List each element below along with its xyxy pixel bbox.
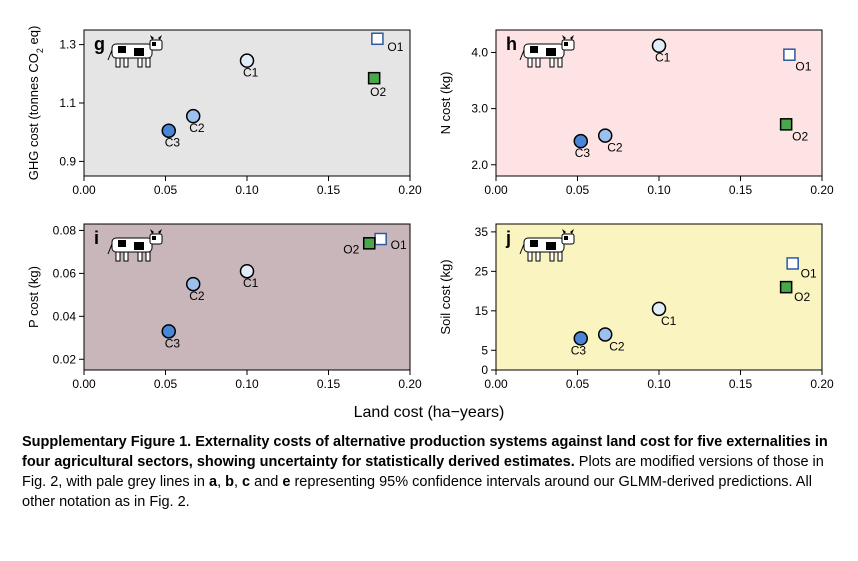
- x-axis-label: Land cost (ha−years): [22, 404, 836, 422]
- data-point-label: O2: [794, 290, 810, 304]
- data-point-label: O2: [370, 85, 386, 99]
- panel-letter: g: [94, 34, 105, 54]
- data-point-label: C3: [165, 336, 181, 350]
- data-point-label: C3: [575, 146, 591, 160]
- data-point-label: O1: [801, 266, 817, 280]
- x-tick-label: 0.00: [484, 183, 508, 197]
- data-point-label: C2: [607, 141, 623, 155]
- caption-letter-a: a: [209, 474, 217, 490]
- y-tick-label: 5: [481, 343, 488, 357]
- panel-letter: h: [506, 34, 517, 54]
- data-point-O2: [364, 238, 375, 249]
- y-axis-label: N cost (kg): [438, 72, 453, 135]
- data-point-O2: [781, 282, 792, 293]
- x-tick-label: 0.00: [484, 377, 508, 391]
- figure-caption: Supplementary Figure 1. Externality cost…: [22, 432, 832, 512]
- data-point-label: C2: [609, 339, 625, 353]
- caption-letter-b: b: [225, 474, 234, 490]
- x-tick-label: 0.15: [729, 183, 753, 197]
- x-tick-label: 0.10: [235, 377, 259, 391]
- y-tick-label: 4.0: [471, 45, 488, 59]
- y-tick-label: 0.9: [59, 154, 76, 168]
- panel-letter: i: [94, 228, 99, 248]
- y-axis-label: GHG cost (tonnes CO2 eq): [26, 26, 45, 181]
- y-tick-label: 3.0: [471, 102, 488, 116]
- data-point-label: C1: [655, 51, 671, 65]
- data-point-label: C3: [165, 136, 181, 150]
- data-point-O2: [369, 73, 380, 84]
- panel-i: 0.00 0.05 0.10 0.15 0.20 0.02 0.04 0.06 0.08 P co…: [22, 212, 424, 402]
- caption-letter-c: c: [242, 474, 250, 490]
- y-tick-label: 0.08: [53, 223, 77, 237]
- panel-g: 0.00 0.05 0.10 0.15 0.20 0.9 1.1 1.3 GHG cost (t…: [22, 18, 424, 208]
- data-point-O1: [372, 33, 383, 44]
- x-tick-label: 0.05: [566, 377, 590, 391]
- y-tick-label: 2.0: [471, 158, 488, 172]
- x-tick-label: 0.00: [72, 183, 96, 197]
- data-point-label: O2: [343, 242, 359, 256]
- x-tick-label: 0.10: [647, 183, 671, 197]
- x-tick-label: 0.10: [235, 183, 259, 197]
- y-tick-label: 15: [475, 304, 489, 318]
- data-point-O1: [787, 258, 798, 269]
- y-tick-label: 0.04: [53, 309, 77, 323]
- y-tick-label: 0.06: [53, 266, 77, 280]
- data-point-label: C2: [189, 121, 205, 135]
- x-tick-label: 0.10: [647, 377, 671, 391]
- y-axis-label: P cost (kg): [26, 266, 41, 328]
- y-tick-label: 0: [481, 363, 488, 377]
- panel-j: 0.00 0.05 0.10 0.15 0.20 0 5 15 25 35 Soil cost (k…: [434, 212, 836, 402]
- x-tick-label: 0.15: [317, 183, 341, 197]
- x-tick-label: 0.00: [72, 377, 96, 391]
- data-point-O1: [784, 49, 795, 60]
- data-point-label: C1: [243, 276, 259, 290]
- x-tick-label: 0.15: [729, 377, 753, 391]
- panel-h: 0.00 0.05 0.10 0.15 0.20 2.0 3.0 4.0 N cost (kg)…: [434, 18, 836, 208]
- data-point-label: O1: [387, 40, 403, 54]
- x-tick-label: 0.20: [398, 183, 422, 197]
- caption-mid: and: [250, 474, 282, 490]
- data-point-label: O1: [391, 238, 407, 252]
- data-point-label: C3: [571, 343, 587, 357]
- data-point-label: C1: [661, 314, 677, 328]
- x-tick-label: 0.20: [810, 183, 834, 197]
- x-tick-label: 0.20: [398, 377, 422, 391]
- data-point-O1: [375, 234, 386, 245]
- x-tick-label: 0.05: [154, 183, 178, 197]
- panels-grid: 0.00 0.05 0.10 0.15 0.20 0.9 1.1 1.3 GHG cost (t…: [22, 18, 836, 402]
- y-tick-label: 1.3: [59, 38, 76, 52]
- data-point-label: C2: [189, 289, 205, 303]
- y-tick-label: 0.02: [53, 352, 77, 366]
- y-axis-label: Soil cost (kg): [438, 259, 453, 334]
- x-tick-label: 0.05: [154, 377, 178, 391]
- data-point-label: O1: [795, 60, 811, 74]
- y-tick-label: 25: [475, 264, 489, 278]
- data-point-label: O2: [792, 129, 808, 143]
- data-point-label: C1: [243, 66, 259, 80]
- y-tick-label: 1.1: [59, 96, 76, 110]
- y-tick-label: 35: [475, 225, 489, 239]
- x-tick-label: 0.20: [810, 377, 834, 391]
- data-point-O2: [781, 119, 792, 130]
- x-tick-label: 0.15: [317, 377, 341, 391]
- panel-letter: j: [505, 228, 511, 248]
- x-tick-label: 0.05: [566, 183, 590, 197]
